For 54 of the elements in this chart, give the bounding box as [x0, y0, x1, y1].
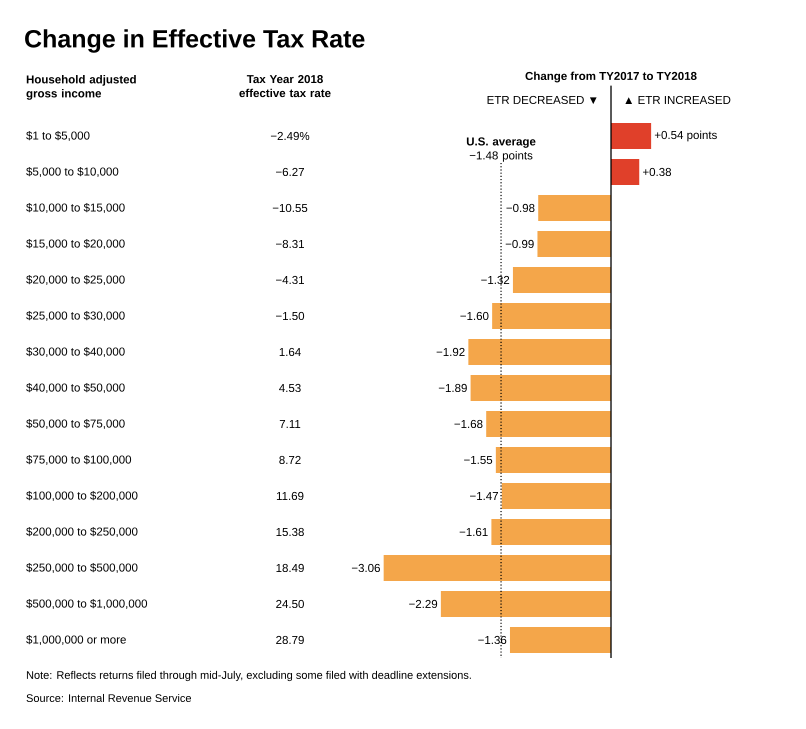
data-label: −1.89 [438, 384, 467, 392]
y-tick-label: $1 to $5,000 [26, 130, 90, 141]
x-axis-title: Change from TY2017 to TY2018 [526, 72, 697, 82]
text: −8.31 [276, 240, 304, 248]
text: 4.53 [279, 384, 301, 392]
source-note: Source: Internal Revenue Service [26, 694, 192, 702]
ref-line-label: U.S. average −1.48 points [466, 137, 536, 162]
y-tick-label: $100,000 to $200,000 [26, 490, 138, 501]
text: −1.50 [276, 312, 304, 320]
y-tick-label: $10,000 to $15,000 [26, 202, 125, 213]
data-label: −1.68 [454, 420, 482, 428]
annotation: ▲ ETR INCREASED [625, 96, 730, 104]
text: −4.31 [276, 276, 304, 284]
text: 18.49 [276, 564, 304, 572]
text: −6.27 [276, 168, 304, 176]
text: −10.55 [272, 204, 308, 212]
chart-title: Change in Effective Tax Rate [25, 29, 364, 53]
data-label: −0.98 [506, 204, 534, 212]
text: 11.69 [276, 492, 304, 500]
data-label: −1.36 [478, 636, 506, 644]
y-tick-label: $500,000 to $1,000,000 [26, 598, 148, 609]
text: 1.64 [280, 348, 301, 356]
text: 8.72 [279, 456, 301, 464]
data-label: −1.32 [481, 276, 510, 284]
text: Note: Reflects returns filed through mid-July, excluding some filed with deadline extensions. [26, 670, 471, 682]
data-label: −1.92 [436, 348, 465, 356]
text: 24.50 [276, 600, 304, 608]
data-label: −1.55 [464, 456, 492, 464]
text: −2.49% [270, 132, 310, 140]
y-tick-label: $75,000 to $100,000 [26, 454, 132, 465]
text: 28.79 [276, 636, 304, 644]
data-label: −3.06 [352, 564, 380, 572]
y-tick-label: $30,000 to $40,000 [26, 346, 125, 357]
y-tick-label: $20,000 to $25,000 [26, 274, 125, 285]
y-tick-label: $200,000 to $250,000 [26, 526, 138, 537]
text: 15.38 [276, 528, 304, 536]
data-label: +0.54 points [654, 130, 717, 142]
y-axis-title: Household adjusted gross income [26, 75, 136, 100]
y-tick-label: $40,000 to $50,000 [26, 382, 125, 393]
y-tick-label: $25,000 to $30,000 [26, 310, 125, 321]
y-tick-label: $1,000,000 or more [26, 634, 126, 645]
text: Tax Year 2018 effective tax rate [239, 75, 331, 98]
y-tick-label: $15,000 to $20,000 [26, 238, 125, 249]
annotation: ETR DECREASED ▼ [488, 96, 597, 104]
data-label: −1.61 [460, 528, 488, 536]
text: 7.11 [280, 420, 300, 428]
data-label: −1.47 [470, 492, 498, 500]
data-label: −0.99 [506, 240, 534, 248]
data-label: −2.29 [409, 600, 438, 608]
data-label: +0.38 [643, 168, 672, 176]
y-tick-label: $250,000 to $500,000 [26, 562, 138, 573]
y-tick-label: $5,000 to $10,000 [26, 166, 118, 177]
y-tick-label: $50,000 to $75,000 [26, 418, 125, 429]
data-label: −1.60 [460, 312, 488, 320]
